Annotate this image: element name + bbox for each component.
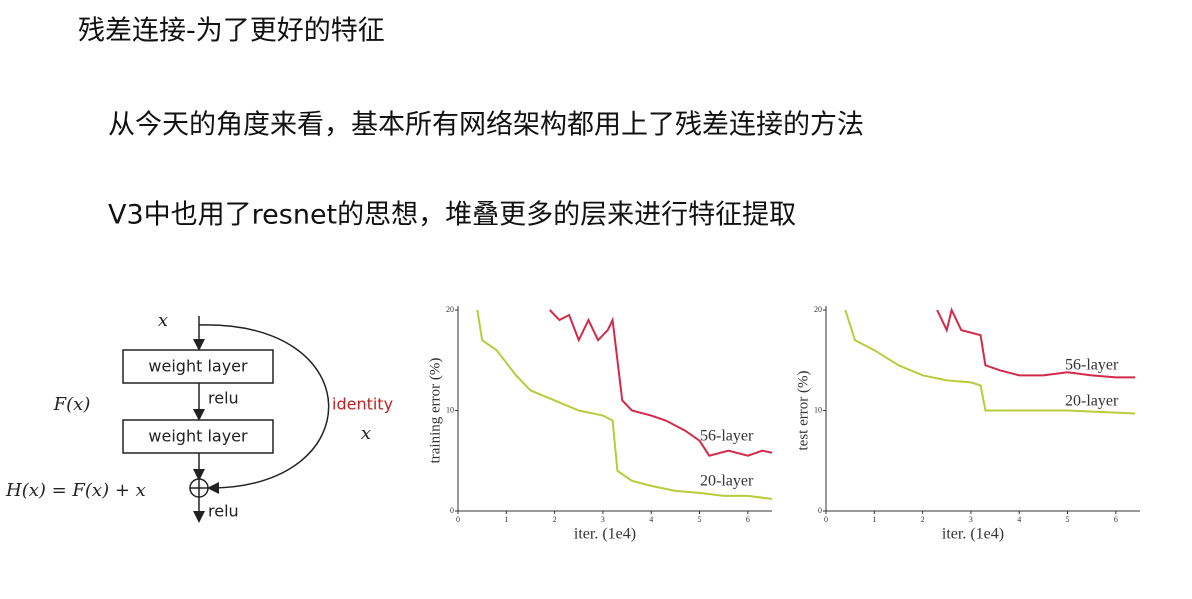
x-tick-label: 6 [746,515,750,524]
sum [190,479,208,497]
x-tick-label: 3 [969,515,973,524]
label: identity [332,395,393,414]
layer-box [122,419,274,454]
label: weight layer [148,427,248,446]
y-tick-label: 20 [814,305,822,314]
slide-title: 残差连接-为了更好的特征 [78,16,385,47]
label: weight layer [148,357,248,376]
arrow [198,324,330,494]
series-label: 20-layer [1065,393,1119,410]
series-label: 20-layer [700,473,754,490]
x-tick-label: 0 [456,515,460,524]
x-tick-label: 2 [553,515,557,524]
x-tick-label: 4 [1017,515,1021,524]
x-tick-label: 5 [698,515,702,524]
y-tick-label: 20 [446,305,454,314]
bullet: 从今天的角度来看，基本所有网络架构都用上了残差连接的方法 [108,110,864,141]
label: x [158,310,168,331]
residual-diagram: x weight layer relu F(x) weight layer id… [5,310,393,523]
x-tick-label: 0 [824,515,828,524]
label: x [361,423,371,444]
layer-box [122,349,274,384]
label: relu [208,502,239,521]
x-tick-label: 5 [1066,515,1070,524]
label: H(x) = F(x) + x [5,480,146,501]
label: F(x) [53,394,91,415]
x-axis-label: iter. (1e4) [574,526,636,543]
y-axis-label: training error (%) [427,358,443,464]
x-tick-label: 4 [649,515,653,524]
x-tick-label: 1 [872,515,876,524]
label: relu [208,389,239,408]
bullet: V3中也用了resnet的思想，堆叠更多的层来进行特征提取 [108,200,796,231]
series-line [476,309,773,500]
x-tick-label: 1 [504,515,508,524]
series-line [549,309,773,457]
series-line [936,307,1136,379]
x-tick-label: 6 [1114,515,1118,524]
series-label: 56-layer [700,428,754,445]
series-label: 56-layer [1065,357,1119,374]
y-tick-label: 0 [450,506,454,515]
x-axis-label: iter. (1e4) [942,526,1004,543]
y-tick-label: 10 [446,405,454,414]
x-tick-label: 3 [601,515,605,524]
y-tick-label: 0 [818,506,822,515]
series-line [844,309,1136,415]
x-tick-label: 2 [921,515,925,524]
y-tick-label: 10 [814,405,822,414]
y-axis-label: test error (%) [795,371,811,451]
